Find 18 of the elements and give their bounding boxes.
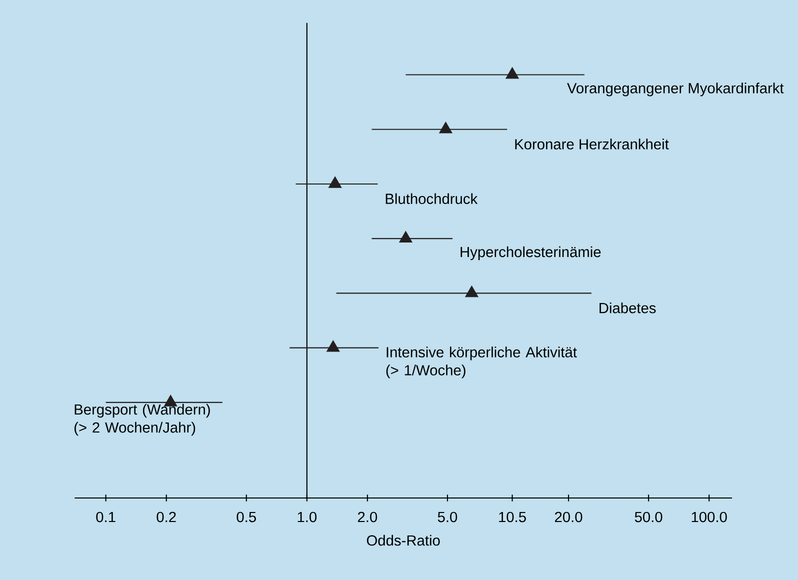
y-tick-label: Koronare Herzkrankheit xyxy=(515,138,669,150)
x-tick-label: 0.5 xyxy=(236,512,256,522)
x-tick-label: 2.0 xyxy=(358,512,378,522)
x-tick-label: 100.0 xyxy=(692,512,727,522)
x-tick-label: 0.2 xyxy=(156,512,176,522)
y-tick-label: Diabetes xyxy=(600,302,656,314)
y-tick-label: Bergsport (Wandern) (> 2 Wochen/Jahr) xyxy=(74,404,210,436)
y-tick-label: Intensive körperliche Aktivität (> 1/Woche) xyxy=(386,346,577,378)
y-tick-label: Hypercholesterinämie xyxy=(460,246,601,260)
x-tick-label: 20.0 xyxy=(554,512,582,522)
y-tick-label: Vorangegangener Myokardinfarkt xyxy=(567,82,784,96)
x-tick-label: 5.0 xyxy=(438,512,458,522)
x-tick-label: 50.0 xyxy=(634,512,662,522)
x-tick-label: 10.5 xyxy=(499,512,526,522)
x-axis-title: Odds-Ratio xyxy=(366,534,440,546)
x-tick-label: 0.1 xyxy=(96,512,116,522)
x-tick-label: 1.0 xyxy=(298,512,317,522)
y-tick-label: Bluthochdruck xyxy=(386,193,478,204)
